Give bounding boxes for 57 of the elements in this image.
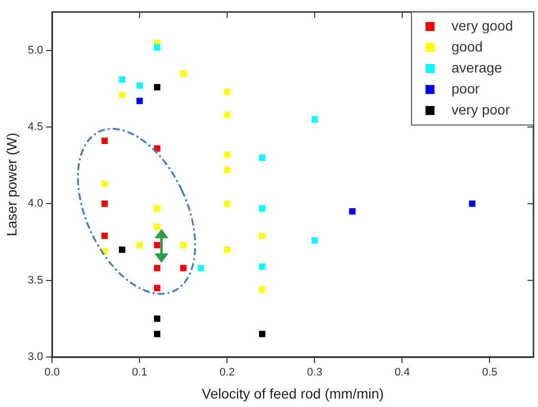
point bbox=[224, 166, 230, 174]
y-tick-label: 4.5 bbox=[28, 121, 44, 134]
x-tick-label: 0.3 bbox=[307, 366, 322, 379]
point bbox=[258, 205, 266, 212]
point bbox=[154, 284, 160, 292]
point bbox=[118, 76, 126, 83]
point bbox=[101, 180, 108, 187]
x-tick-label: 0.0 bbox=[44, 366, 60, 379]
y-tick-label: 4.0 bbox=[28, 198, 44, 210]
point bbox=[180, 242, 187, 248]
x-tick-label: 0.5 bbox=[482, 366, 498, 379]
point bbox=[154, 84, 160, 90]
point bbox=[224, 88, 230, 95]
point bbox=[136, 82, 143, 89]
y-tick-label: 3.5 bbox=[28, 274, 44, 286]
point bbox=[180, 70, 187, 77]
point bbox=[180, 264, 187, 272]
point bbox=[198, 264, 204, 272]
point bbox=[154, 315, 160, 322]
point bbox=[154, 223, 160, 230]
point bbox=[311, 237, 318, 244]
point bbox=[154, 264, 160, 272]
point bbox=[258, 286, 266, 293]
x-tick-label: 0.1 bbox=[132, 366, 148, 379]
point bbox=[224, 246, 230, 253]
point bbox=[118, 246, 126, 253]
legend-label: very good bbox=[452, 17, 513, 34]
point bbox=[258, 330, 266, 338]
point bbox=[101, 232, 108, 240]
point bbox=[311, 116, 318, 123]
point bbox=[118, 92, 126, 98]
point bbox=[154, 330, 160, 338]
point bbox=[136, 98, 143, 104]
point bbox=[258, 232, 266, 240]
x-tick-label: 0.2 bbox=[220, 366, 235, 379]
point bbox=[469, 200, 476, 207]
point bbox=[101, 200, 108, 207]
point bbox=[101, 138, 108, 144]
legend-label: poor bbox=[452, 80, 480, 96]
point bbox=[224, 200, 230, 207]
point bbox=[154, 242, 160, 248]
point bbox=[224, 112, 230, 118]
point bbox=[224, 151, 230, 158]
y-tick-label: 3.0 bbox=[28, 351, 44, 364]
x-axis-title: Velocity of feed rod (mm/min) bbox=[202, 385, 384, 402]
point bbox=[258, 154, 266, 161]
y-axis-title: Laser power (W) bbox=[3, 132, 20, 236]
x-tick-label: 0.4 bbox=[394, 366, 410, 379]
y-tick-label: 5.0 bbox=[28, 44, 44, 56]
point bbox=[349, 208, 356, 215]
point bbox=[136, 242, 143, 248]
point bbox=[154, 205, 160, 212]
legend-label: good bbox=[452, 38, 483, 54]
legend-label: very poor bbox=[452, 101, 510, 118]
point bbox=[258, 263, 266, 270]
legend-label: average bbox=[452, 59, 502, 76]
point bbox=[154, 44, 160, 50]
